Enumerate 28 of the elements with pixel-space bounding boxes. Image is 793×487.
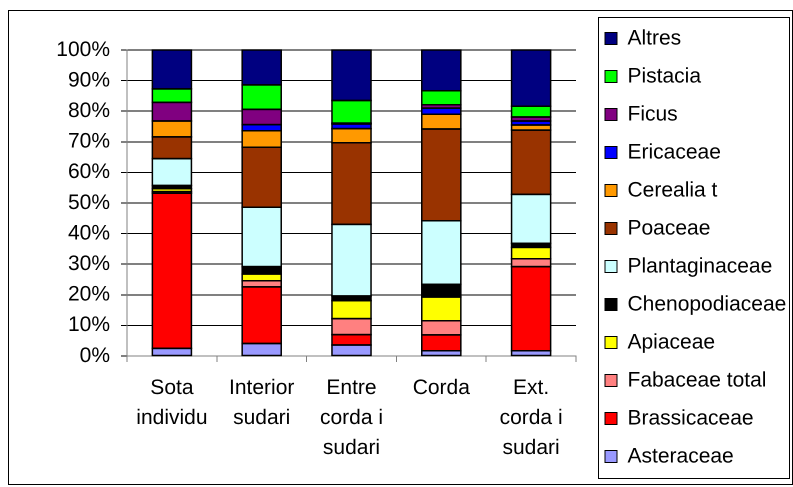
legend-label: Altres	[628, 26, 682, 50]
legend-label: Cerealia t	[628, 178, 718, 202]
y-tick-label: 100%	[56, 38, 110, 61]
legend-label: Brassicaceae	[628, 406, 754, 430]
y-tick-label: 30%	[68, 252, 110, 275]
y-tick-label: 80%	[68, 98, 110, 122]
y-tick-label: 10%	[68, 313, 110, 336]
x-tick-label: Entre corda i sudari	[320, 376, 384, 459]
legend-label: Plantaginaceae	[628, 254, 772, 278]
x-tick-label: Corda	[412, 376, 470, 399]
y-tick-label: 20%	[68, 282, 110, 306]
legend-label: Poaceae	[628, 216, 710, 240]
legend-label: Ficus	[628, 102, 678, 126]
legend-label: Pistacia	[628, 64, 702, 88]
x-tick-label: Ext. corda i sudari	[500, 376, 563, 459]
legend-label: Apiaceae	[628, 330, 716, 354]
legend-label: Asteraceae	[628, 444, 734, 468]
legend-label: Chenopodiaceae	[628, 292, 786, 316]
legend-label: Fabaceae total	[628, 368, 766, 392]
y-tick-label: 70%	[68, 130, 110, 153]
y-tick-label: 0%	[80, 344, 110, 367]
y-tick-label: 50%	[68, 190, 110, 214]
legend-label: Ericaceae	[628, 140, 721, 164]
y-tick-label: 90%	[68, 68, 110, 92]
y-tick-label: 40%	[68, 221, 110, 244]
y-tick-label: 60%	[68, 160, 110, 184]
x-tick-label: Interior sudari	[229, 376, 294, 429]
x-tick-label: Sota individu	[136, 376, 208, 429]
